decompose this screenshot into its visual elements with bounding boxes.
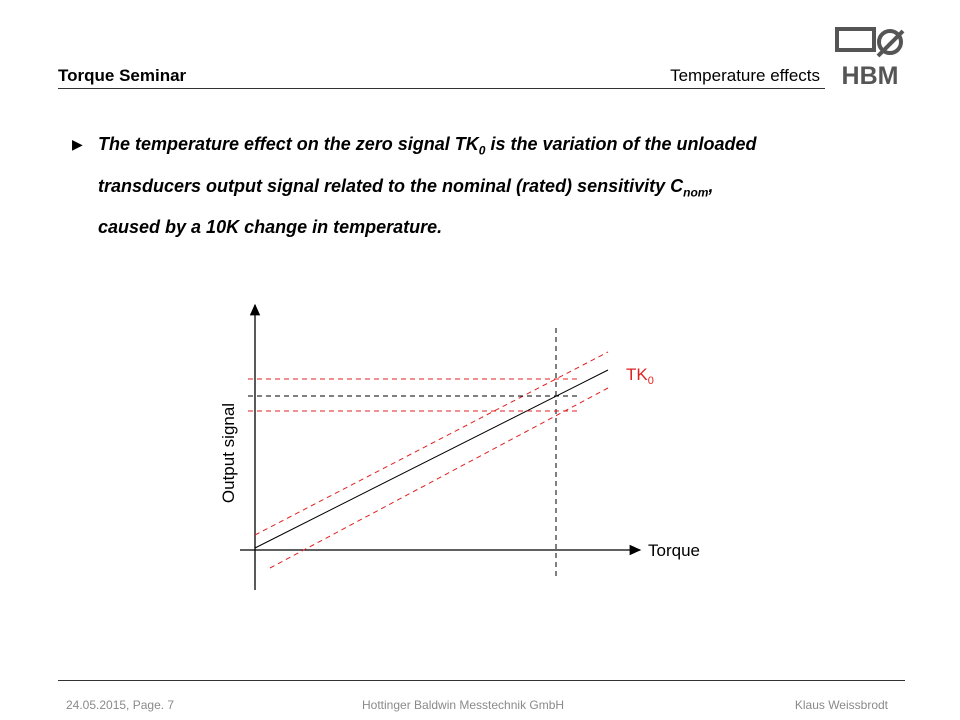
lower-line <box>269 387 609 569</box>
bullet-marker: ▶ <box>72 136 83 152</box>
curve-label: TK0 <box>626 365 654 387</box>
footer-rule <box>58 680 905 681</box>
bullet-line: transducers output signal related to the… <box>98 176 713 200</box>
subscript: 0 <box>648 375 654 387</box>
logo: HBM <box>835 27 905 90</box>
footer-company: Hottinger Baldwin Messtechnik GmbH <box>362 698 565 712</box>
text: is the variation of the unloaded <box>485 134 757 154</box>
y-label: Output signal <box>219 403 238 503</box>
text: TK <box>626 365 648 384</box>
subscript: nom <box>683 185 709 200</box>
bullet-line: caused by a 10K change in temperature. <box>98 217 442 238</box>
footer-author: Klaus Weissbrodt <box>794 698 888 712</box>
bullet-line: The temperature effect on the zero signa… <box>98 134 756 158</box>
footer-date: 24.05.2015, Page. 7 <box>66 698 175 712</box>
upper-line <box>254 351 609 536</box>
text: transducers output signal related to the… <box>98 176 684 196</box>
logo-text: HBM <box>842 62 899 90</box>
header-rule <box>58 88 825 89</box>
text: The temperature effect on the zero signa… <box>98 134 479 154</box>
x-label: Torque <box>648 541 700 560</box>
subscript: 0 <box>478 143 486 158</box>
text: , <box>708 176 714 196</box>
nominal-line <box>254 369 609 549</box>
header-section: Temperature effects <box>670 66 820 85</box>
header-title: Torque Seminar <box>58 66 187 85</box>
text: caused by a 10K change in temperature. <box>98 217 443 237</box>
